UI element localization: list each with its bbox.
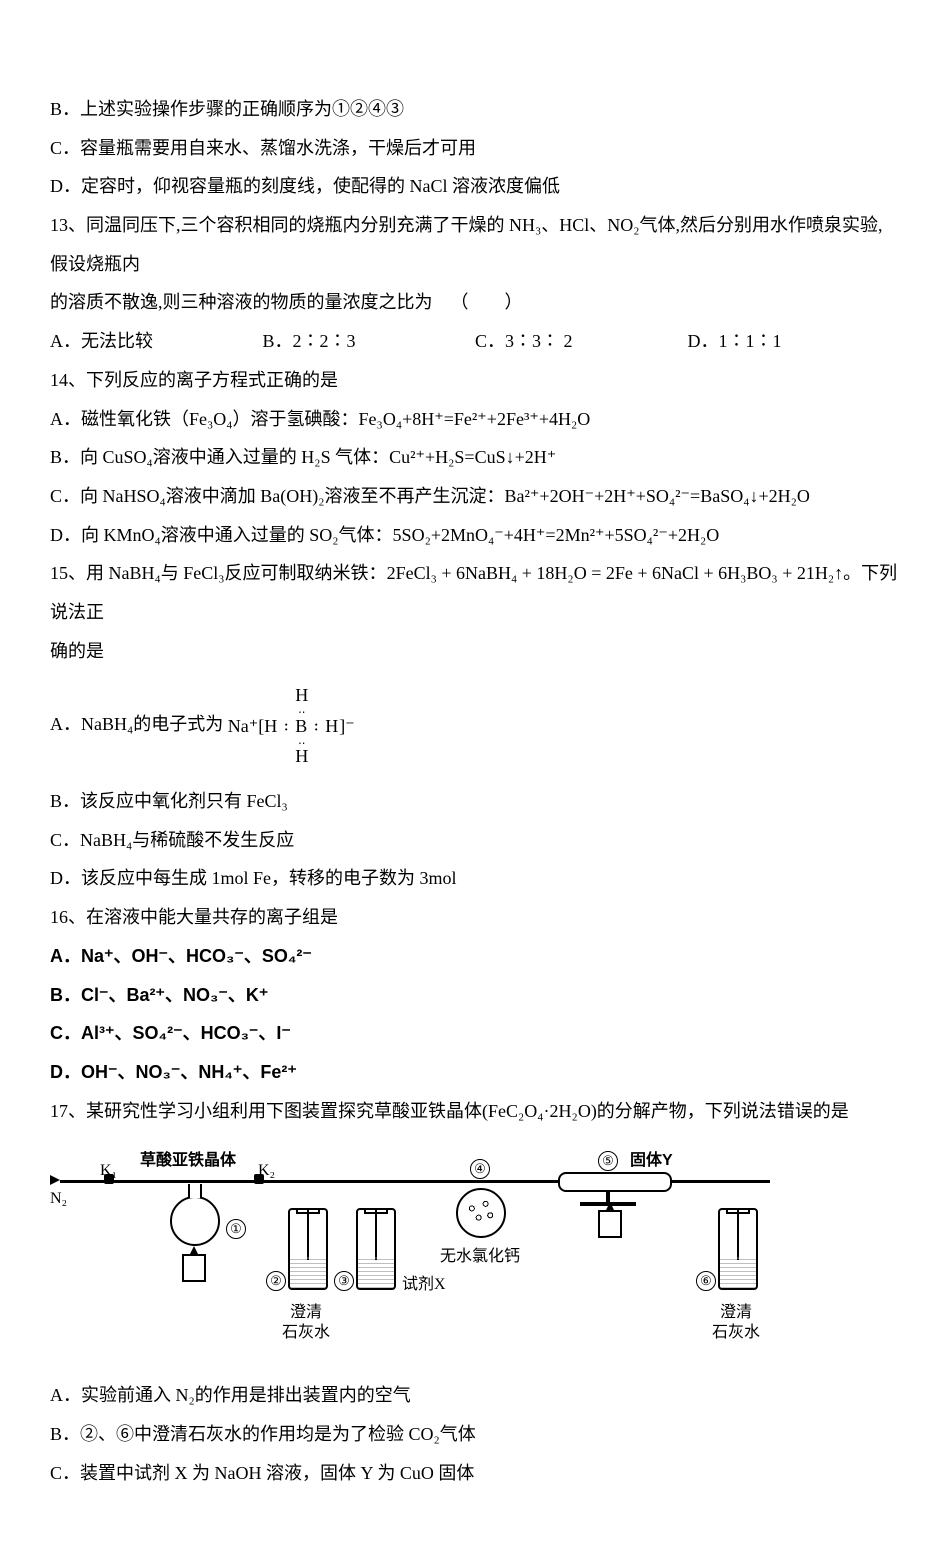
- valve-k1-icon: [104, 1174, 114, 1184]
- q16-d: D．OH⁻、NO₃⁻、NH₄⁺、Fe²⁺: [50, 1053, 900, 1092]
- lime-2b: 石灰水: [282, 1316, 330, 1350]
- q15-b: B．该反应中氧化剂只有 FeCl₃: [50, 782, 900, 821]
- lime-6b: 石灰水: [712, 1316, 760, 1350]
- electron-structure: Na⁺[ H ‥ H ꞉ B ꞉ H ‥ H ]⁻: [228, 686, 355, 766]
- apparatus-diagram: N₂ K₁ 草酸亚铁晶体 K₂ ① ② 澄清 石灰水 ③ 试剂X ④ 无水氯化钙…: [50, 1138, 790, 1368]
- valve-k2-icon: [254, 1174, 264, 1184]
- e-bot: H: [295, 747, 308, 766]
- q14-b: B．向 CuSO₄溶液中通入过量的 H₂S 气体：Cu²⁺+H₂S=CuS↓+2…: [50, 438, 900, 477]
- e-prefix: Na⁺[: [228, 717, 264, 735]
- washbottle-6-icon: [718, 1208, 758, 1290]
- q13-b: B．2∶2∶3: [263, 322, 476, 361]
- q15-c: C．NaBH₄与稀硫酸不发生反应: [50, 821, 900, 860]
- q13-options: A．无法比较 B．2∶2∶3 C．3∶3∶ 2 D．1∶1∶1: [50, 322, 900, 361]
- q17-a: A．实验前通入 N₂的作用是排出装置内的空气: [50, 1376, 900, 1415]
- num2: ②: [266, 1264, 286, 1298]
- n2-label: N₂: [50, 1182, 67, 1216]
- num4: ④: [470, 1152, 490, 1186]
- q13-a: A．无法比较: [50, 322, 263, 361]
- option-b: B．上述实验操作步骤的正确顺序为①②④③: [50, 90, 900, 129]
- washbottle-2-icon: [288, 1208, 328, 1290]
- num5: ⑤: [598, 1144, 618, 1178]
- solid-y: 固体Y: [630, 1144, 673, 1178]
- option-c: C．容量瓶需要用自来水、蒸馏水洗涤，干燥后才可用: [50, 129, 900, 168]
- q17-b: B．②、⑥中澄清石灰水的作用均是为了检验 CO₂气体: [50, 1415, 900, 1454]
- q15-stem-l2: 确的是: [50, 632, 900, 671]
- q16-b: B．Cl⁻、Ba²⁺、NO₃⁻、K⁺: [50, 976, 900, 1015]
- q15-eq: 2FeCl₃ + 6NaBH₄ + 18H₂O = 2Fe + 6NaCl + …: [387, 563, 844, 583]
- option-d: D．定容时，仰视容量瓶的刻度线，使配得的 NaCl 溶液浓度偏低: [50, 167, 900, 206]
- q14-stem: 14、下列反应的离子方程式正确的是: [50, 361, 900, 400]
- q13-stem-l1: 13、同温同压下,三个容积相同的烧瓶内分别充满了干燥的 NH₃、HCl、NO₂气…: [50, 206, 900, 283]
- q14-c: C．向 NaHSO₄溶液中滴加 Ba(OH)₂溶液至不再产生沉淀：Ba²⁺+2O…: [50, 477, 900, 516]
- q15-stem-l1: 15、用 NaBH₄与 FeCl₃反应可制取纳米铁：2FeCl₃ + 6NaBH…: [50, 554, 900, 631]
- q14-d: D．向 KMnO₄溶液中通入过量的 SO₂气体：5SO₂+2MnO₄⁻+4H⁺=…: [50, 516, 900, 555]
- q16-stem: 16、在溶液中能大量共存的离子组是: [50, 898, 900, 937]
- burner-5-icon: [598, 1210, 622, 1238]
- q13-d: D．1∶1∶1: [688, 322, 901, 361]
- washbottle-3-icon: [356, 1208, 396, 1290]
- q17-c: C．装置中试剂 X 为 NaOH 溶液，固体 Y 为 CuO 固体: [50, 1454, 900, 1493]
- q15-d: D．该反应中每生成 1mol Fe，转移的电子数为 3mol: [50, 859, 900, 898]
- q13-stem-l2: 的溶质不散逸,则三种溶液的物质的量浓度之比为 （ ）: [50, 283, 900, 322]
- e-top: H: [295, 686, 308, 705]
- burner-1-icon: [182, 1254, 206, 1282]
- page: B．上述实验操作步骤的正确顺序为①②④③ C．容量瓶需要用自来水、蒸馏水洗涤，干…: [0, 0, 950, 1542]
- q16-a: A．Na⁺、OH⁻、HCO₃⁻、SO₄²⁻: [50, 937, 900, 976]
- q15-a-pre: A．NaBH₄的电子式为: [50, 714, 223, 734]
- num6: ⑥: [696, 1264, 716, 1298]
- q17-stem: 17、某研究性学习小组利用下图装置探究草酸亚铁晶体(FeC₂O₄·2H₂O)的分…: [50, 1092, 900, 1131]
- drying-bulb-icon: [456, 1188, 506, 1238]
- e-mid: H ꞉ B ꞉ H: [264, 717, 339, 736]
- e-suffix: ]⁻: [339, 717, 355, 735]
- num3: ③: [334, 1264, 354, 1298]
- num1: ①: [226, 1212, 246, 1246]
- top-title: 草酸亚铁晶体: [140, 1144, 236, 1178]
- q15-pre: 15、用 NaBH₄与 FeCl₃反应可制取纳米铁：: [50, 563, 387, 583]
- q16-c: C．Al³⁺、SO₄²⁻、HCO₃⁻、I⁻: [50, 1014, 900, 1053]
- cacl2-label: 无水氯化钙: [440, 1240, 520, 1274]
- flask-icon: [170, 1196, 220, 1246]
- q15-a: A．NaBH₄的电子式为 Na⁺[ H ‥ H ꞉ B ꞉ H ‥ H ]⁻: [50, 670, 900, 782]
- e-stack: H ‥ H ꞉ B ꞉ H ‥ H: [264, 686, 339, 766]
- q13-c: C．3∶3∶ 2: [475, 322, 688, 361]
- q14-a: A．磁性氧化铁（Fe₃O₄）溶于氢碘酸：Fe₃O₄+8H⁺=Fe²⁺+2Fe³⁺…: [50, 400, 900, 439]
